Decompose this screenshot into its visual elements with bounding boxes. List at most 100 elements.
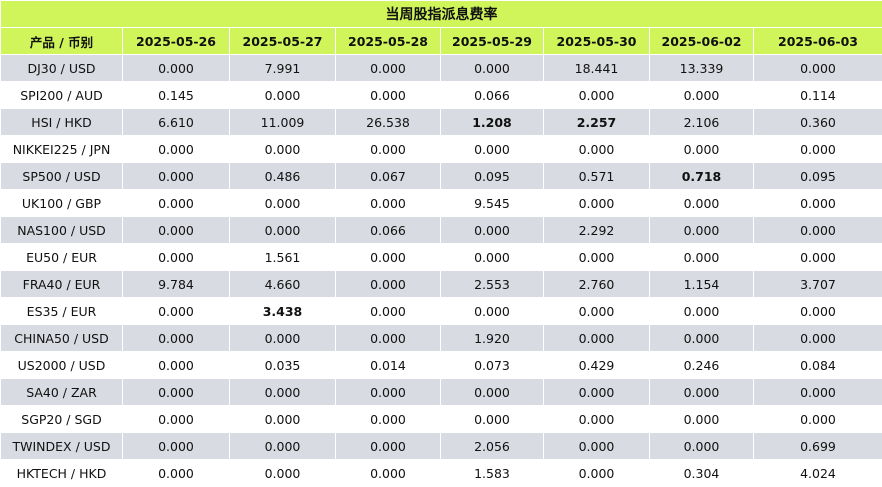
rate-cell: 0.000 (544, 433, 650, 460)
rate-cell: 6.610 (123, 109, 230, 136)
rate-cell: 0.066 (441, 82, 544, 109)
rate-cell: 0.114 (754, 82, 882, 109)
rate-cell: 0.000 (230, 433, 336, 460)
rate-cell: 0.000 (336, 379, 441, 406)
rate-cell: 0.000 (754, 379, 882, 406)
rate-cell: 2.056 (441, 433, 544, 460)
rate-cell: 0.000 (544, 379, 650, 406)
rate-cell: 3.707 (754, 271, 882, 298)
product-cell: SPI200 / AUD (1, 82, 123, 109)
rate-cell: 0.699 (754, 433, 882, 460)
rate-cell: 1.920 (441, 325, 544, 352)
product-cell: SGP20 / SGD (1, 406, 123, 433)
rate-cell: 0.000 (230, 460, 336, 487)
header-date: 2025-05-29 (441, 28, 544, 55)
rate-cell: 0.000 (230, 406, 336, 433)
rate-cell: 0.000 (650, 217, 754, 244)
rate-cell: 0.000 (650, 379, 754, 406)
rate-cell: 0.000 (650, 82, 754, 109)
rate-cell: 1.583 (441, 460, 544, 487)
rate-cell: 0.000 (650, 433, 754, 460)
rate-cell: 11.009 (230, 109, 336, 136)
rate-cell: 0.000 (650, 136, 754, 163)
rate-cell: 0.000 (441, 217, 544, 244)
rate-cell: 0.000 (754, 325, 882, 352)
rate-cell: 0.246 (650, 352, 754, 379)
table-title: 当周股指派息费率 (1, 1, 882, 28)
rate-cell: 0.000 (441, 406, 544, 433)
header-product: 产品 / 币别 (1, 28, 123, 55)
rate-cell: 13.339 (650, 55, 754, 82)
rate-cell: 0.000 (336, 325, 441, 352)
rate-cell: 0.000 (544, 460, 650, 487)
rate-cell: 0.000 (123, 55, 230, 82)
rate-cell: 0.000 (754, 136, 882, 163)
rate-cell: 0.429 (544, 352, 650, 379)
rate-cell: 0.000 (123, 136, 230, 163)
rate-cell: 0.000 (123, 379, 230, 406)
rate-cell: 0.000 (754, 244, 882, 271)
rate-cell: 0.000 (754, 55, 882, 82)
rate-cell: 0.035 (230, 352, 336, 379)
rate-cell: 1.208 (441, 109, 544, 136)
rate-cell: 0.000 (123, 460, 230, 487)
product-cell: EU50 / EUR (1, 244, 123, 271)
rate-cell: 0.000 (650, 244, 754, 271)
rate-cell: 0.000 (123, 244, 230, 271)
rate-cell: 0.000 (123, 163, 230, 190)
rate-cell: 0.000 (441, 136, 544, 163)
rate-cell: 0.000 (336, 271, 441, 298)
product-cell: US2000 / USD (1, 352, 123, 379)
rate-cell: 0.067 (336, 163, 441, 190)
rate-cell: 0.360 (754, 109, 882, 136)
product-cell: DJ30 / USD (1, 55, 123, 82)
rate-cell: 0.000 (544, 244, 650, 271)
rate-cell: 4.660 (230, 271, 336, 298)
rate-cell: 0.000 (544, 406, 650, 433)
rate-cell: 0.095 (441, 163, 544, 190)
rate-cell: 0.000 (336, 460, 441, 487)
rate-cell: 0.304 (650, 460, 754, 487)
rate-cell: 0.000 (336, 82, 441, 109)
header-date: 2025-05-28 (336, 28, 441, 55)
header-date: 2025-05-27 (230, 28, 336, 55)
rate-cell: 0.000 (754, 190, 882, 217)
rate-cell: 7.991 (230, 55, 336, 82)
rate-cell: 0.571 (544, 163, 650, 190)
rate-cell: 0.000 (123, 406, 230, 433)
rate-cell: 3.438 (230, 298, 336, 325)
rate-cell: 1.154 (650, 271, 754, 298)
rate-cell: 0.718 (650, 163, 754, 190)
rate-cell: 0.000 (441, 244, 544, 271)
product-cell: TWINDEX / USD (1, 433, 123, 460)
rate-cell: 0.000 (544, 298, 650, 325)
rate-cell: 0.000 (123, 298, 230, 325)
product-cell: SA40 / ZAR (1, 379, 123, 406)
rate-cell: 0.000 (650, 298, 754, 325)
rate-cell: 0.000 (336, 190, 441, 217)
rate-cell: 0.000 (441, 55, 544, 82)
header-date: 2025-05-26 (123, 28, 230, 55)
rate-cell: 0.000 (441, 379, 544, 406)
header-date: 2025-06-03 (754, 28, 882, 55)
rate-cell: 2.760 (544, 271, 650, 298)
rate-cell: 0.000 (230, 325, 336, 352)
rate-cell: 0.014 (336, 352, 441, 379)
rate-cell: 0.095 (754, 163, 882, 190)
rate-cell: 0.000 (123, 433, 230, 460)
rate-cell: 0.000 (336, 298, 441, 325)
product-cell: NAS100 / USD (1, 217, 123, 244)
product-cell: HKTECH / HKD (1, 460, 123, 487)
rate-cell: 0.000 (230, 379, 336, 406)
rate-cell: 2.106 (650, 109, 754, 136)
